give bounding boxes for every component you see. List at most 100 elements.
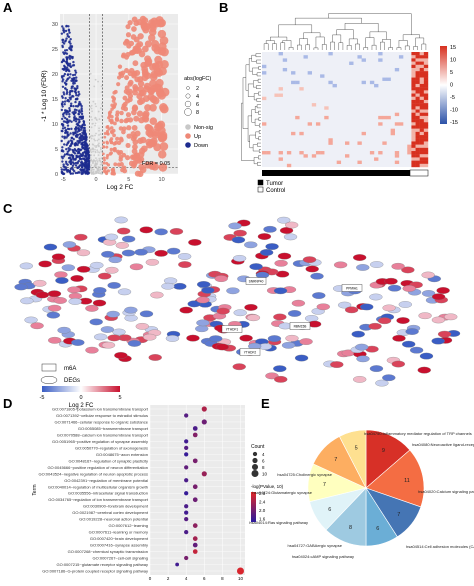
up-point [151, 43, 160, 52]
network-gene-node [231, 236, 246, 244]
up-point [106, 125, 110, 129]
up-point [118, 157, 123, 162]
up-point [125, 155, 131, 161]
heatmap-cell [411, 61, 416, 65]
heatmap-legend-swatch [257, 186, 264, 193]
up-point [109, 126, 114, 130]
heatmap-row-dendrogram [249, 134, 256, 149]
up-point [122, 40, 128, 46]
network-gene-node [246, 314, 261, 322]
down-point [68, 57, 72, 60]
down-point [79, 115, 82, 119]
up-point [122, 101, 128, 107]
down-point [68, 55, 71, 59]
heatmap-cell [419, 138, 425, 142]
dotplot-size-legend-title: Count [251, 444, 265, 450]
network-gene-node [356, 355, 370, 363]
heatmap-cell [345, 154, 350, 158]
heatmap-cell [419, 160, 425, 165]
heatmap-cell [411, 99, 416, 104]
network-gene-node [139, 226, 153, 234]
network-gene-node [233, 309, 247, 317]
heatmap-cell [407, 151, 412, 155]
down-point [77, 171, 80, 174]
nonsig-point [98, 157, 101, 160]
network-gene-node [281, 341, 296, 349]
heatmap-column-dendrogram [402, 34, 420, 41]
network-gene-node [265, 243, 279, 250]
down-point [70, 89, 73, 93]
pie-slice [339, 429, 367, 489]
heatmap-cell [415, 131, 420, 136]
volcano-x-tick: -5 [61, 177, 66, 183]
network-gene-node [76, 265, 91, 273]
heatmap-cell [411, 90, 416, 94]
down-point [83, 129, 87, 132]
down-point [66, 99, 69, 103]
nonsig-point [96, 160, 99, 163]
down-point [64, 97, 67, 100]
nonsig-point [89, 148, 92, 151]
network-gene-node [333, 261, 348, 269]
heatmap-cell [295, 115, 300, 120]
down-point [79, 102, 82, 106]
heatmap-cell [262, 151, 267, 155]
nonsig-point [98, 129, 100, 132]
heatmap-cell [307, 71, 312, 75]
heatmap-cell [315, 151, 321, 155]
network-gene-node [396, 317, 410, 324]
network-gene-node [305, 265, 319, 273]
network-gene-node [277, 252, 292, 260]
down-point [74, 117, 78, 120]
heatmap-cell [415, 151, 420, 155]
volcano-x-label: Log 2 FC [107, 184, 134, 191]
down-point [63, 168, 66, 171]
volcano-y-tick: 25 [52, 47, 58, 53]
dotplot-term-dot [192, 484, 198, 490]
down-point [69, 132, 72, 135]
down-point [74, 143, 77, 146]
heatmap-cell [369, 151, 375, 155]
network-gene-node [98, 272, 112, 280]
down-point [61, 146, 64, 149]
nonsig-point [98, 118, 101, 121]
up-point [102, 161, 106, 165]
heatmap-cell [328, 80, 333, 85]
nonsig-point [90, 137, 93, 140]
up-point [157, 91, 167, 100]
nonsig-point [97, 154, 100, 157]
heatmap-cell [262, 122, 267, 126]
up-point [141, 74, 149, 82]
nonsig-point [96, 149, 99, 151]
heatmap-cell [415, 144, 420, 149]
dotplot-term-label: GO:0043524~negative regulation of neuron… [38, 471, 148, 476]
heatmap-column-dendrogram [369, 31, 387, 40]
network-gene-node [106, 310, 120, 318]
down-point [71, 73, 75, 77]
down-point [71, 168, 75, 171]
network-gene-node [239, 334, 253, 342]
down-point [82, 143, 85, 147]
down-point [61, 78, 65, 81]
up-point [102, 166, 106, 170]
down-point [61, 25, 64, 28]
heatmap-cell [357, 141, 362, 145]
up-point [108, 114, 112, 118]
down-point [80, 166, 84, 169]
down-point [69, 172, 73, 175]
down-point [72, 80, 75, 84]
down-point [67, 147, 70, 150]
down-point [66, 150, 70, 154]
up-point [149, 104, 157, 112]
down-point [66, 142, 69, 145]
network-gene-node [214, 275, 228, 282]
heatmap-cell [419, 151, 425, 155]
down-point [74, 80, 77, 83]
up-point [143, 82, 151, 90]
nonsig-point [90, 151, 93, 154]
heatmap-cell [315, 122, 321, 126]
down-point [86, 157, 89, 160]
network-gene-node [19, 262, 33, 270]
down-point [65, 88, 69, 92]
pie-slice-value: 8 [349, 525, 352, 531]
